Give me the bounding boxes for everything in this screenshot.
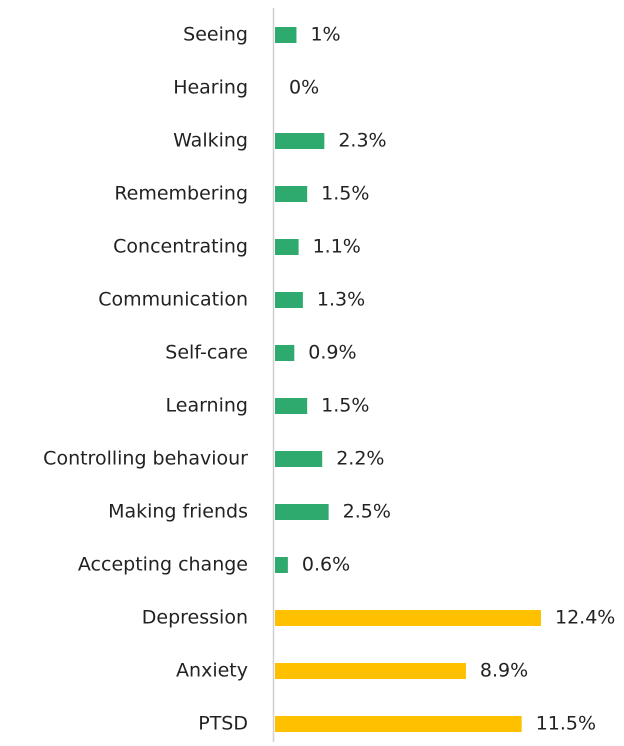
value-label: 1.5%: [321, 395, 369, 417]
category-label: Walking: [173, 130, 248, 152]
category-label: Controlling behaviour: [43, 448, 248, 470]
bar: [275, 504, 329, 520]
bar: [275, 716, 522, 732]
bar: [275, 345, 295, 361]
bar: [275, 239, 299, 255]
bar: [275, 451, 323, 467]
value-label: 1.1%: [313, 236, 361, 258]
category-label: Depression: [142, 607, 248, 629]
bar: [275, 557, 288, 573]
value-label: 2.5%: [343, 501, 391, 523]
value-label: 1.5%: [321, 183, 369, 205]
bar: [275, 133, 325, 149]
category-label: Accepting change: [78, 554, 248, 576]
category-label: Seeing: [183, 24, 248, 46]
value-label: 0.6%: [302, 554, 350, 576]
value-label: 1.3%: [317, 289, 365, 311]
category-label: PTSD: [198, 713, 248, 735]
bar: [275, 27, 297, 43]
value-label: 1%: [310, 24, 340, 46]
value-label: 8.9%: [480, 660, 528, 682]
value-label: 11.5%: [536, 713, 596, 735]
value-label: 0.9%: [308, 342, 356, 364]
bar: [275, 292, 303, 308]
bar: [275, 663, 466, 679]
category-label: Communication: [98, 289, 248, 311]
bar: [275, 186, 308, 202]
category-label: Making friends: [108, 501, 248, 523]
category-label: Concentrating: [113, 236, 248, 258]
value-label: 12.4%: [555, 607, 615, 629]
bar: [275, 398, 308, 414]
bar: [275, 610, 541, 626]
value-label: 2.2%: [336, 448, 384, 470]
category-label: Anxiety: [176, 660, 248, 682]
category-label: Self-care: [165, 342, 248, 364]
category-label: Remembering: [114, 183, 248, 205]
category-label: Learning: [166, 395, 249, 417]
category-label: Hearing: [173, 77, 248, 99]
value-label: 2.3%: [338, 130, 386, 152]
value-label: 0%: [289, 77, 319, 99]
